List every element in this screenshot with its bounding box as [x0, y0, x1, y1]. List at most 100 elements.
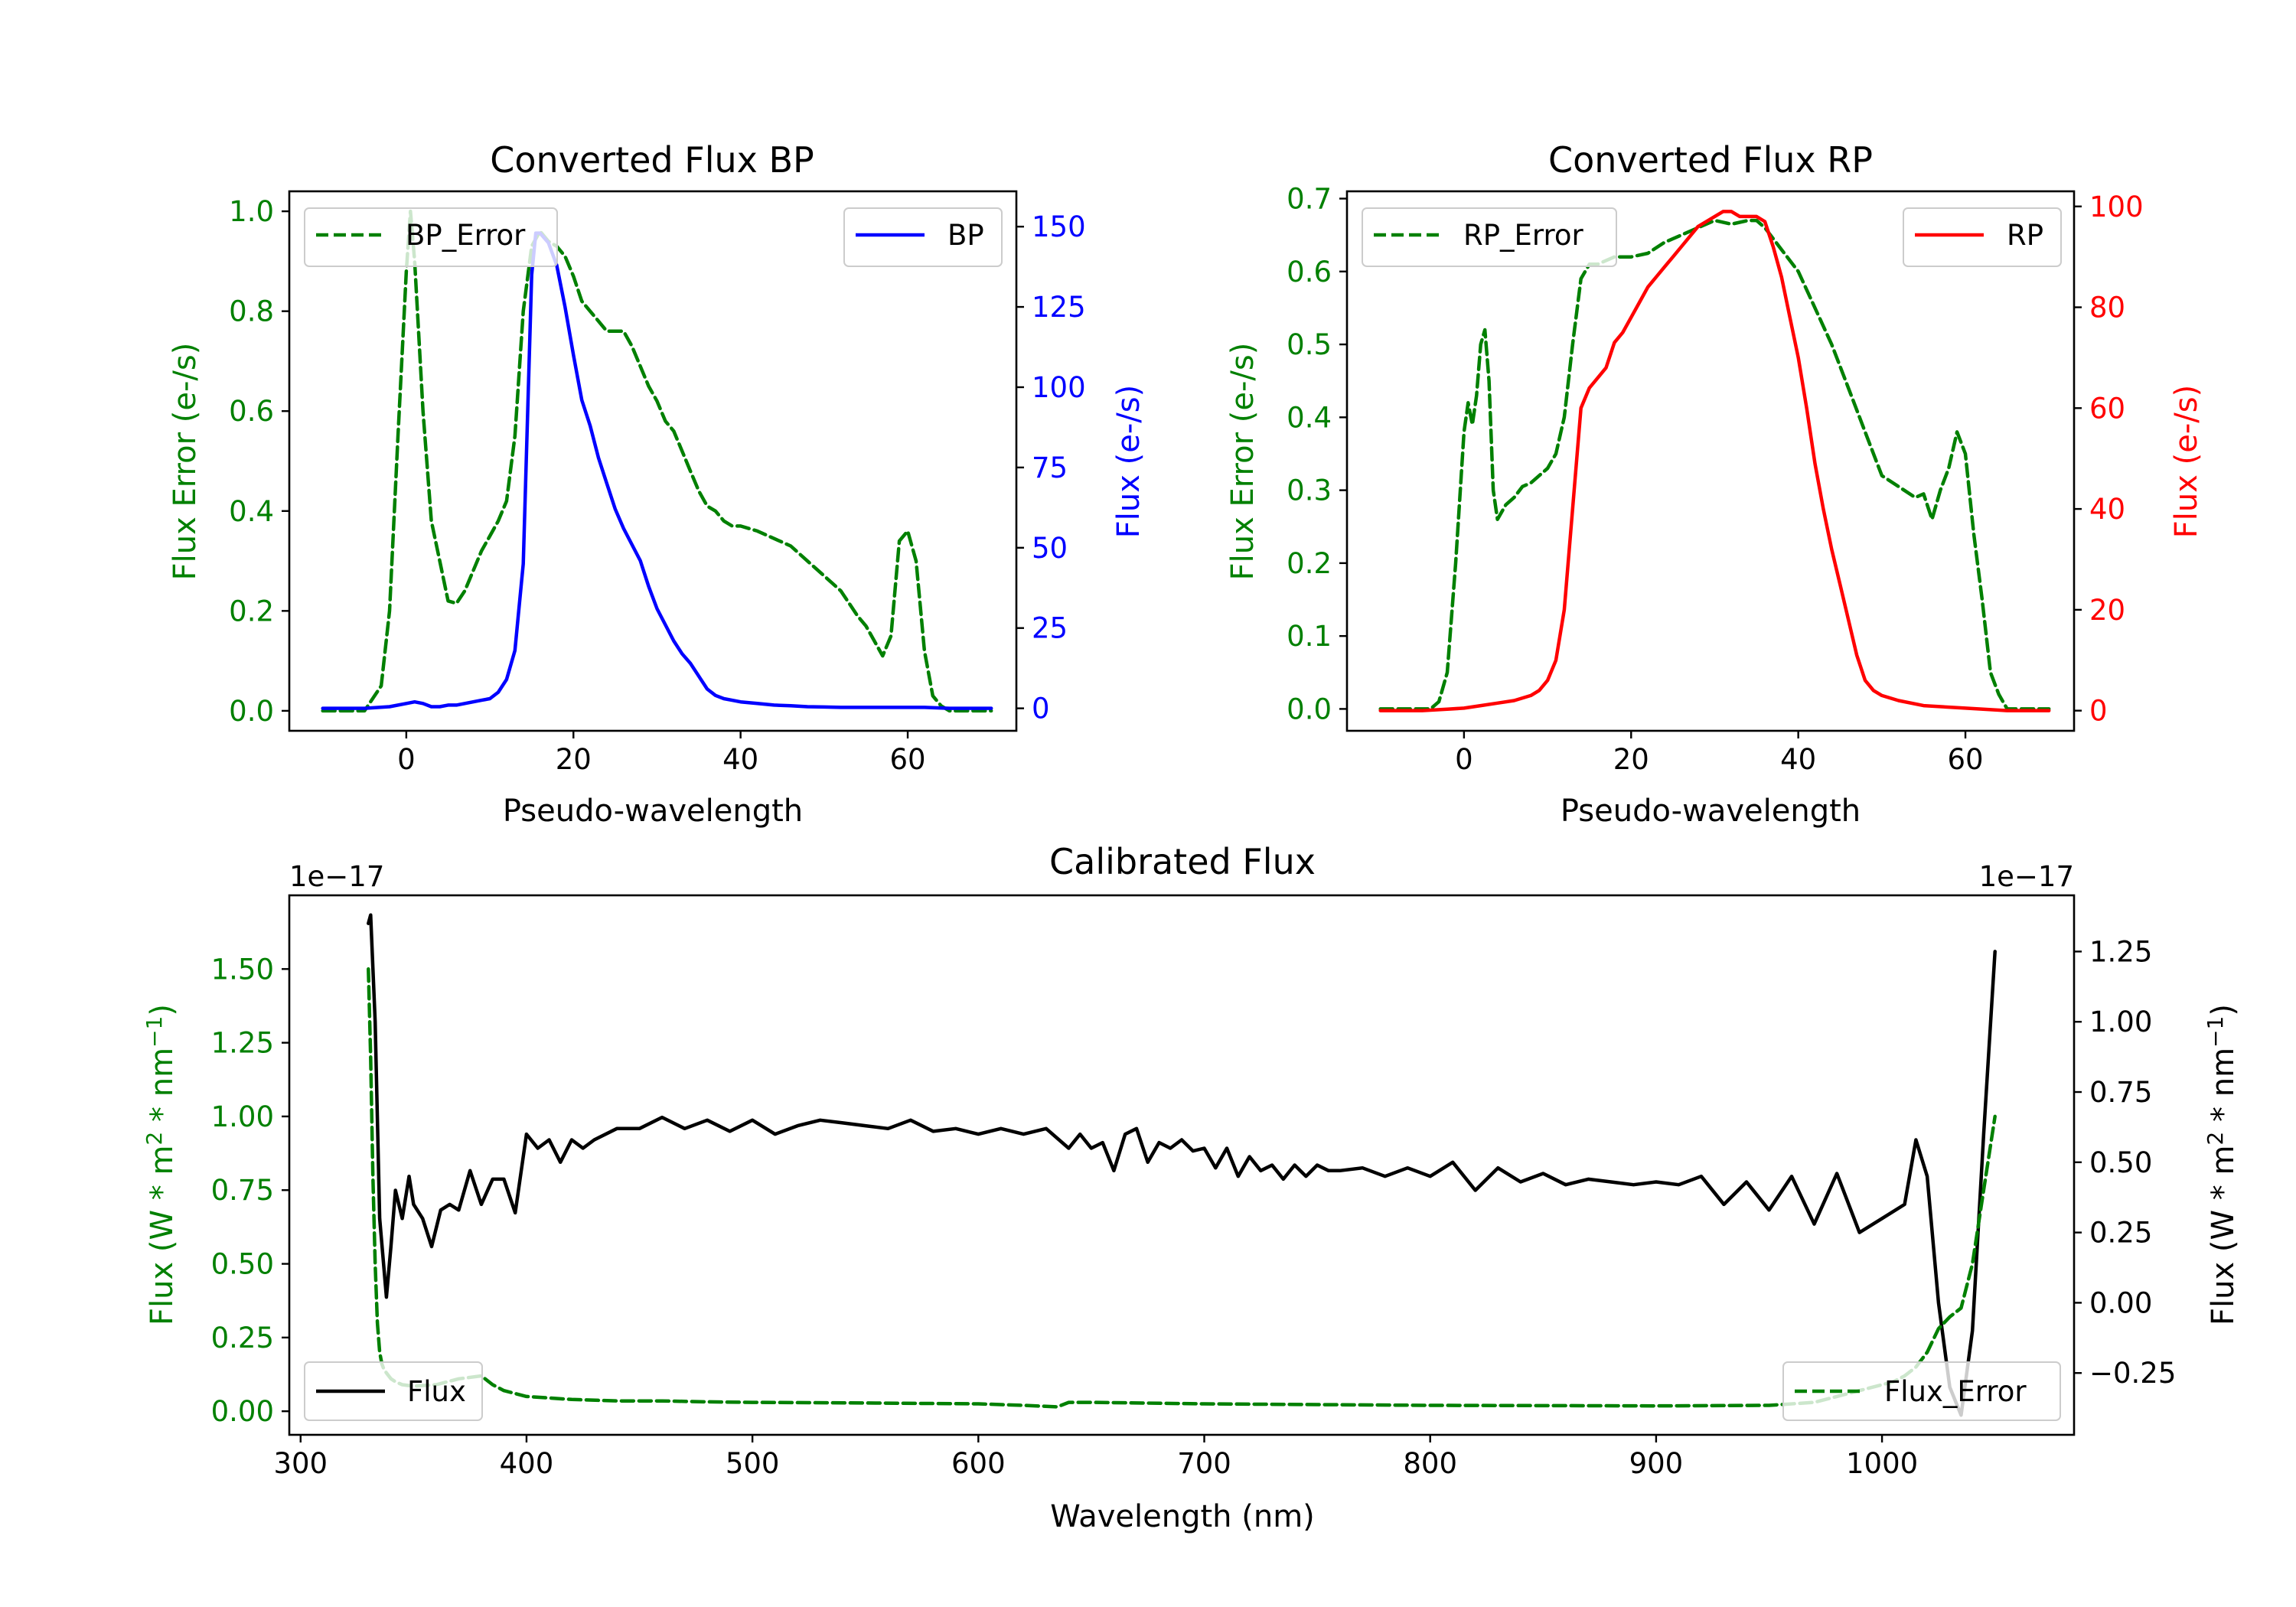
bp-ytick-right-label: 125 [1032, 291, 1086, 324]
svg-text:Flux (W * m2 * nm−1): Flux (W * m2 * nm−1) [2203, 1004, 2241, 1325]
cal-ytick-right-label: 0.25 [2089, 1217, 2152, 1250]
cal-axes-frame [288, 894, 2076, 1436]
cal-plot-area: 300 400 500 600 700 800 900 1000 0.00 0.25 0.50 0.7… [211, 913, 2176, 1480]
rp-xlabel: Pseudo-wavelength [1561, 794, 1861, 829]
bp-plot-area: 0 20 40 60 0.0 0.2 0.4 0.6 0.8 1.0 0 25 50 75 100 125 15… [229, 195, 1085, 776]
rp-plot-area: 0 20 40 60 0.0 0.1 0.2 0.3 0.4 0.5 0.6 0.7 0 20 40 60 80… [1287, 183, 2143, 776]
rp-ytick-left-label: 0.1 [1287, 620, 1332, 653]
bp-subplot: Converted Flux BP 0 20 40 60 0.0 0.2 0.4 0.6 0.8… [168, 139, 1146, 829]
rp-ytick-left-label: 0.3 [1287, 474, 1332, 507]
cal-xtick-label: 400 [500, 1447, 554, 1480]
calibrated-subplot: Calibrated Flux 1e−17 1e−17 300 400 500 600… [142, 841, 2241, 1534]
rp-ylabel-right: Flux (e-/s) [2169, 385, 2204, 538]
cal-title: Calibrated Flux [1049, 841, 1316, 882]
bp-ytick-right-label: 0 [1032, 693, 1050, 725]
rp-series-rp-error [1378, 218, 2051, 711]
cal-xlabel: Wavelength (nm) [1050, 1499, 1315, 1534]
bp-ytick-right-label: 100 [1032, 371, 1086, 404]
rp-ytick-right-label: 40 [2089, 493, 2125, 526]
cal-xtick-label: 500 [726, 1447, 780, 1480]
rp-axes-frame [1345, 190, 2076, 732]
cal-xtick-label: 1000 [1846, 1447, 1918, 1480]
cal-ytick-left-label: 1.25 [211, 1027, 274, 1060]
cal-legend-flux-label: Flux [407, 1375, 466, 1408]
rp-xtick-label: 0 [1455, 743, 1473, 776]
cal-xtick-label: 800 [1403, 1447, 1457, 1480]
bp-xtick-label: 20 [556, 743, 592, 776]
bp-ytick-left-label: 0.6 [229, 395, 274, 428]
cal-ylabel-left: Flux (W * m2 * nm−1) [142, 1004, 180, 1325]
bp-ytick-right-label: 75 [1032, 451, 1068, 484]
rp-title: Converted Flux RP [1548, 139, 1873, 181]
rp-subplot: Converted Flux RP 0 20 40 60 0.0 0.1 0.2 0.3 0.4… [1225, 139, 2204, 829]
cal-ytick-right-label: −0.25 [2089, 1357, 2176, 1390]
cal-offset-left: 1e−17 [289, 860, 384, 893]
bp-legend-error: BP_Error [304, 207, 558, 267]
cal-xtick-label: 300 [273, 1447, 328, 1480]
cal-ytick-left-label: 0.50 [211, 1248, 274, 1281]
rp-ytick-right-label: 20 [2089, 594, 2125, 627]
rp-ytick-left-label: 0.7 [1287, 183, 1332, 216]
bp-legend-error-label: BP_Error [406, 219, 526, 252]
bp-ylabel-right: Flux (e-/s) [1111, 385, 1146, 538]
rp-ytick-left-label: 0.6 [1287, 256, 1332, 288]
bp-ytick-left-label: 0.0 [229, 695, 274, 728]
cal-ytick-left-label: 1.50 [211, 953, 274, 986]
bp-ytick-left-label: 0.4 [229, 495, 274, 528]
bp-series-bp-error [321, 209, 993, 713]
rp-legend-error: RP_Error [1362, 207, 1617, 267]
cal-xtick-label: 900 [1629, 1447, 1684, 1480]
rp-ytick-right-label: 0 [2089, 695, 2108, 728]
rp-xtick-label: 20 [1613, 743, 1649, 776]
cal-ytick-left-label: 0.75 [211, 1174, 274, 1207]
cal-ytick-right-label: 0.50 [2089, 1146, 2152, 1179]
cal-xtick-label: 700 [1177, 1447, 1231, 1480]
bp-legend-flux-label: BP [947, 219, 984, 252]
rp-ylabel-left: Flux Error (e-/s) [1225, 343, 1261, 581]
bp-xtick-label: 40 [722, 743, 758, 776]
cal-legend-error: Flux_Error [1782, 1361, 2061, 1421]
bp-xlabel: Pseudo-wavelength [503, 794, 803, 829]
bp-ylabel-left: Flux Error (e-/s) [168, 343, 203, 581]
cal-legend-flux: Flux [304, 1361, 483, 1421]
rp-ytick-left-label: 0.5 [1287, 328, 1332, 361]
rp-legend-flux: RP [1903, 207, 2062, 267]
rp-legend-error-label: RP_Error [1463, 219, 1583, 252]
cal-ytick-right-label: 1.00 [2089, 1006, 2152, 1038]
bp-ytick-right-label: 50 [1032, 532, 1068, 565]
bp-xtick-label: 0 [397, 743, 416, 776]
rp-ytick-right-label: 100 [2089, 191, 2144, 223]
bp-axes-frame [288, 190, 1018, 732]
rp-ytick-right-label: 80 [2089, 292, 2125, 324]
cal-ytick-right-label: 0.75 [2089, 1076, 2152, 1109]
bp-title: Converted Flux BP [490, 139, 814, 181]
bp-ytick-left-label: 1.0 [229, 195, 274, 228]
cal-ytick-right-label: 0.00 [2089, 1286, 2152, 1319]
bp-ytick-left-label: 0.8 [229, 295, 274, 328]
rp-xtick-label: 40 [1780, 743, 1816, 776]
cal-ytick-left-label: 0.25 [211, 1322, 274, 1354]
cal-xtick-label: 600 [951, 1447, 1006, 1480]
rp-xtick-label: 60 [1947, 743, 1983, 776]
cal-legend-error-label: Flux_Error [1884, 1375, 2027, 1408]
rp-ytick-right-label: 60 [2089, 392, 2125, 425]
bp-xtick-label: 60 [889, 743, 925, 776]
cal-offset-right: 1e−17 [1979, 860, 2074, 893]
cal-ytick-left-label: 1.00 [211, 1100, 274, 1133]
cal-ytick-left-label: 0.00 [211, 1395, 274, 1428]
bp-ytick-right-label: 25 [1032, 612, 1068, 645]
rp-ytick-left-label: 0.2 [1287, 547, 1332, 580]
svg-text:Flux (W * m2 * nm−1): Flux (W * m2 * nm−1) [142, 1004, 180, 1325]
rp-series-rp [1378, 210, 2051, 712]
cal-ylabel-right: Flux (W * m2 * nm−1) [2203, 1004, 2241, 1325]
rp-legend-flux-label: RP [2007, 219, 2043, 252]
cal-ytick-right-label: 1.25 [2089, 935, 2152, 968]
rp-ytick-left-label: 0.4 [1287, 401, 1332, 434]
bp-ytick-left-label: 0.2 [229, 595, 274, 627]
bp-legend-flux: BP [843, 207, 1003, 267]
bp-ytick-right-label: 150 [1032, 210, 1086, 243]
bp-series-bp [321, 231, 993, 710]
rp-ytick-left-label: 0.0 [1287, 693, 1332, 725]
cal-series-flux [367, 913, 1997, 1417]
